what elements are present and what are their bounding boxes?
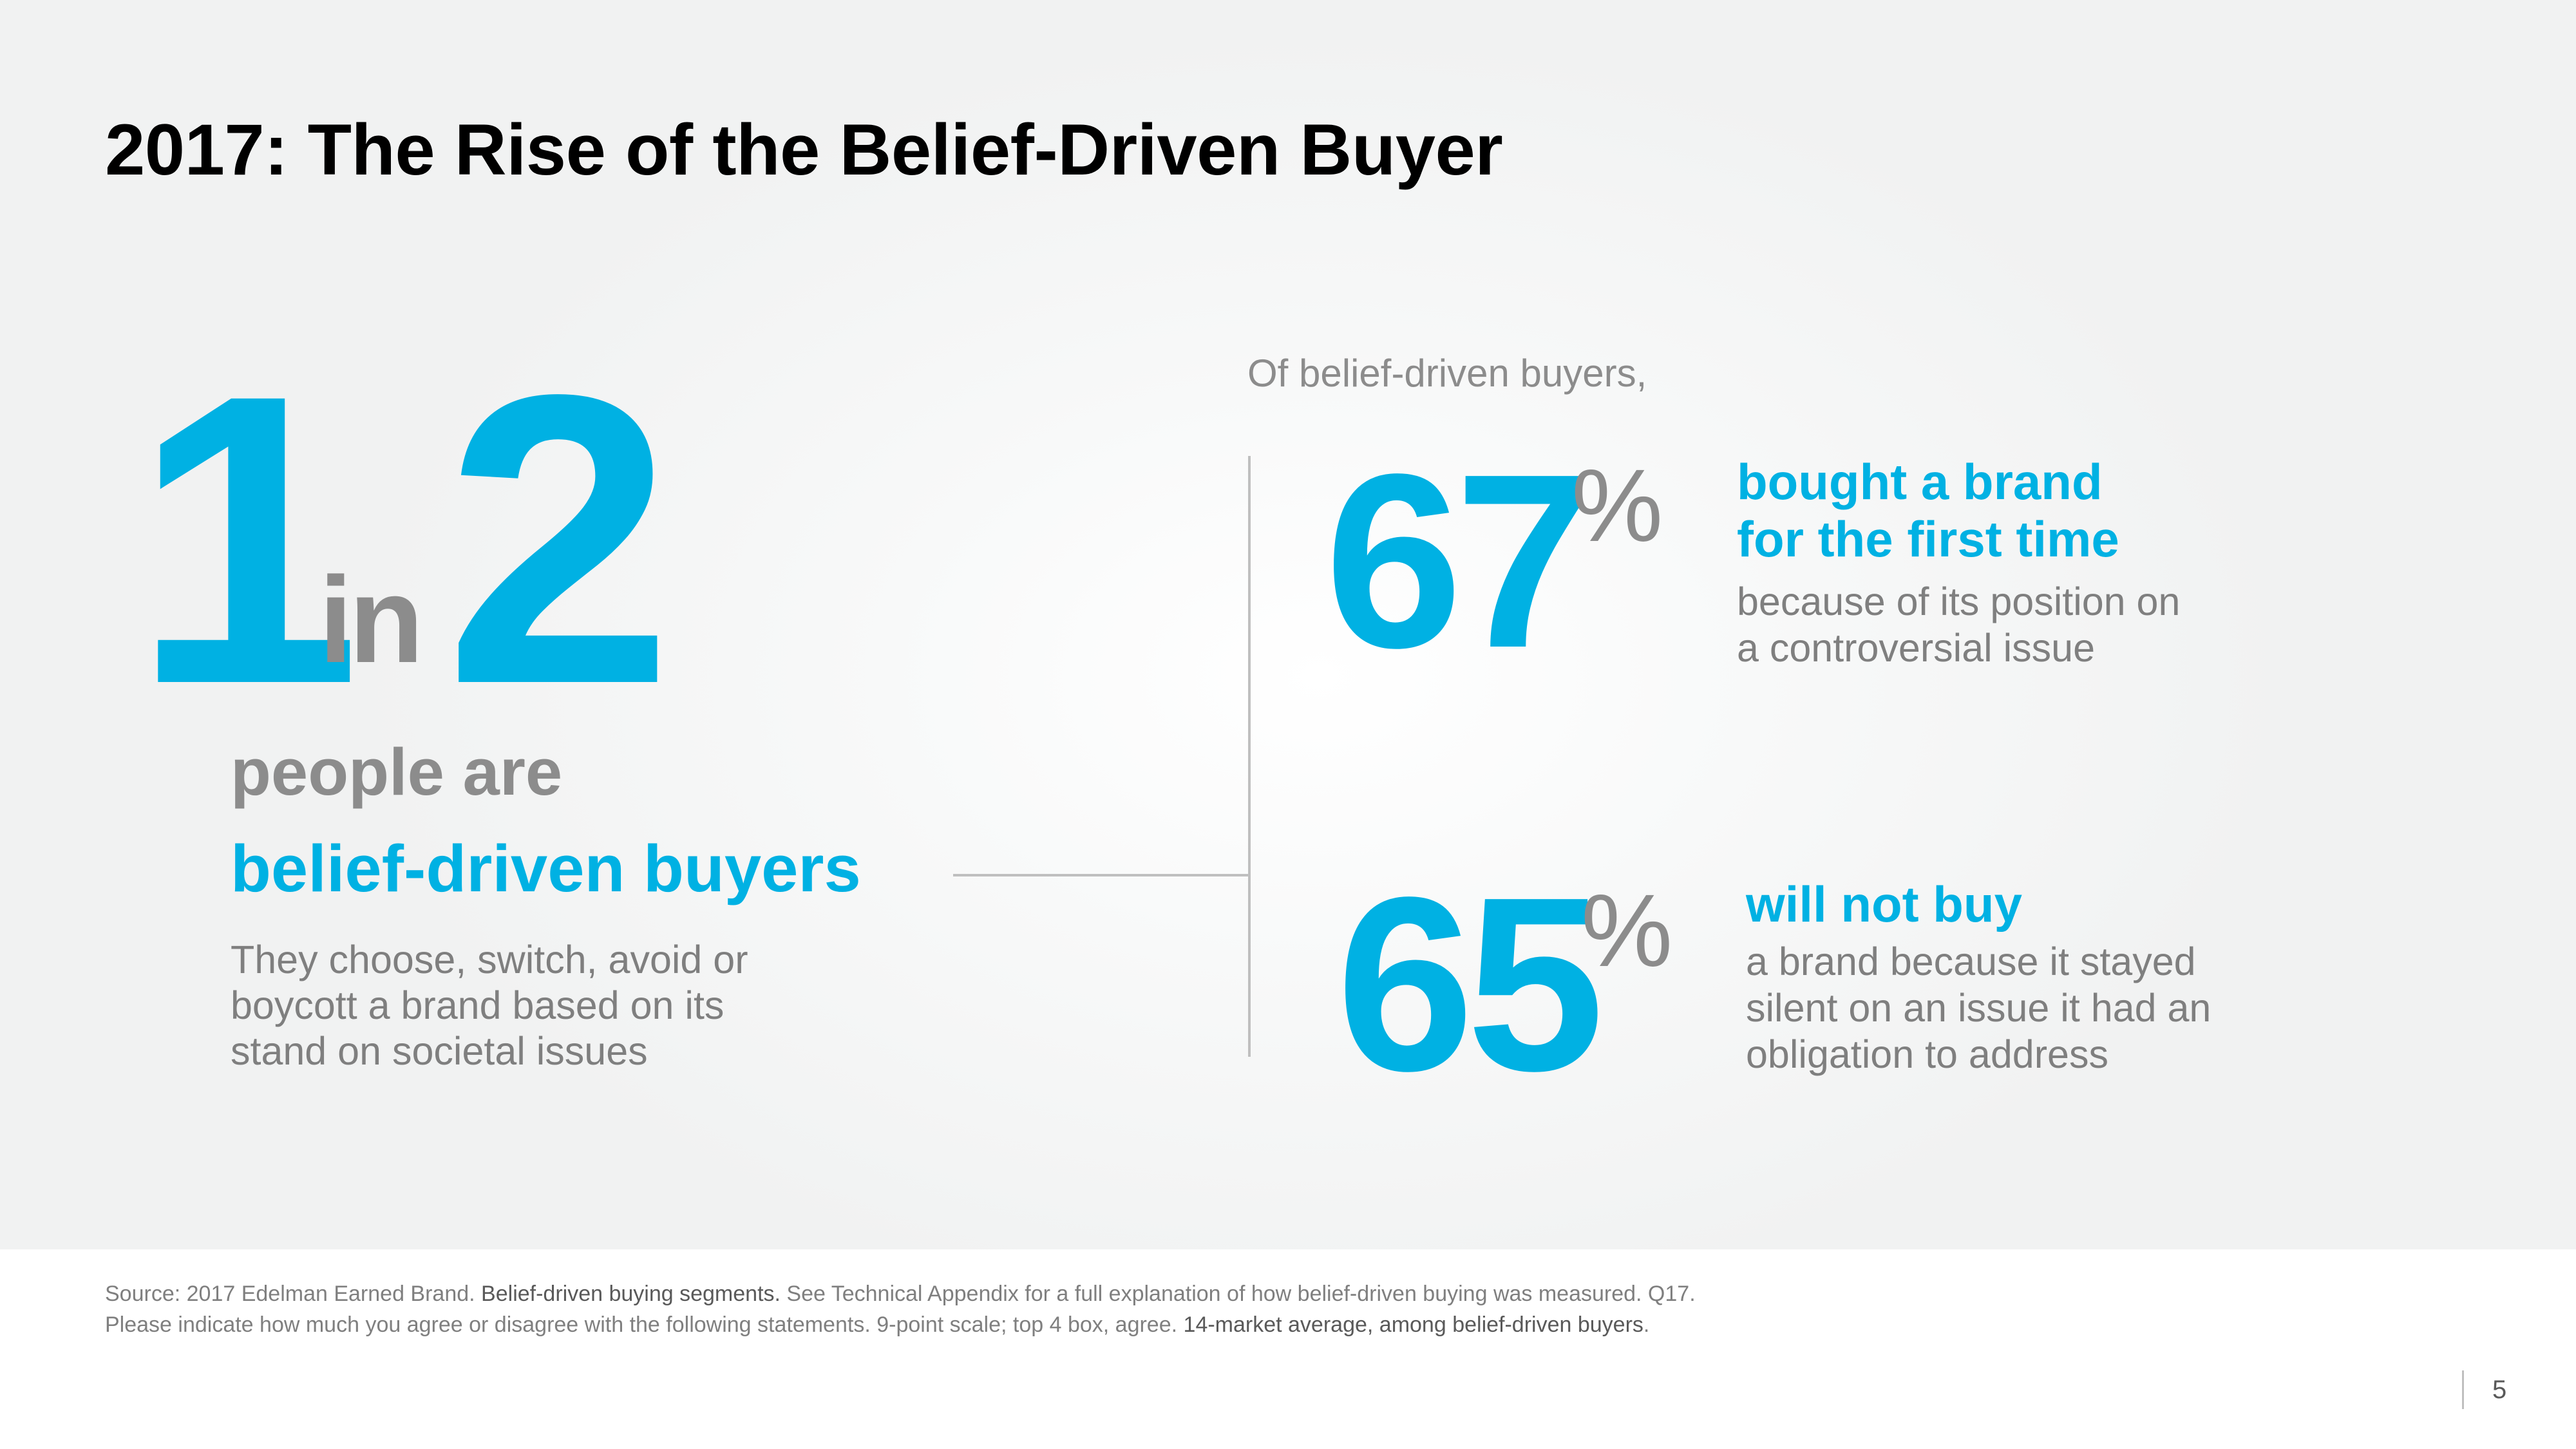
- stat-2-headline-line: will not buy: [1746, 876, 2022, 933]
- stat-2-description-line: silent on an issue it had an: [1746, 986, 2211, 1030]
- page-number: 5: [2492, 1376, 2507, 1404]
- headline-description-line: They choose, switch, avoid or: [231, 938, 748, 981]
- connector-vertical-line: [1248, 456, 1251, 1057]
- source-text: See Technical Appendix for a full explan…: [105, 1282, 1696, 1337]
- stat-1-headline-line: for the first time: [1737, 511, 2119, 567]
- headline-description-line: boycott a brand based on its: [231, 983, 724, 1027]
- stat-1-description-line: a controversial issue: [1737, 626, 2096, 670]
- source-highlight: Belief-driven buying segments.: [481, 1282, 781, 1306]
- stat-2-value: 65: [1336, 845, 1604, 1122]
- connector-horizontal-line: [953, 874, 1251, 876]
- stat-1-description-line: because of its position on: [1737, 580, 2181, 623]
- ratio-numerator: 1: [132, 309, 361, 770]
- stat-1-headline-line: bought a brand: [1737, 453, 2103, 510]
- breakdown-intro: Of belief-driven buyers,: [1247, 352, 1647, 395]
- ratio-denominator: 2: [444, 309, 674, 770]
- stat-2-description-line: a brand because it stayed: [1746, 940, 2196, 983]
- slide-title: 2017: The Rise of the Belief-Driven Buye…: [105, 109, 1503, 190]
- page-number-divider: [2462, 1370, 2464, 1409]
- stat-2-description: a brand because it stayed silent on an i…: [1746, 938, 2211, 1077]
- stat-2-percent-sign: %: [1581, 873, 1673, 988]
- stat-1-headline: bought a brand for the first time: [1737, 453, 2119, 568]
- headline-description: They choose, switch, avoid or boycott a …: [231, 937, 810, 1074]
- stat-2-description-line: obligation to address: [1746, 1032, 2108, 1076]
- stat-1-value: 67: [1325, 422, 1593, 699]
- source-text: .: [1643, 1312, 1650, 1337]
- source-text: Source: 2017 Edelman Earned Brand.: [105, 1282, 482, 1306]
- headline-line-1: people are: [231, 735, 563, 809]
- stat-1-description: because of its position on a controversi…: [1737, 578, 2180, 671]
- ratio-connector: in: [319, 552, 424, 688]
- source-footnote: Source: 2017 Edelman Earned Brand. Belie…: [105, 1278, 1715, 1340]
- stat-1-percent-sign: %: [1571, 448, 1663, 563]
- headline-description-line: stand on societal issues: [231, 1029, 648, 1073]
- stat-2-headline: will not buy: [1746, 876, 2022, 933]
- source-highlight: 14-market average, among belief-driven b…: [1183, 1312, 1643, 1337]
- headline-line-2: belief-driven buyers: [231, 831, 861, 905]
- slide-background: [0, 0, 2576, 1249]
